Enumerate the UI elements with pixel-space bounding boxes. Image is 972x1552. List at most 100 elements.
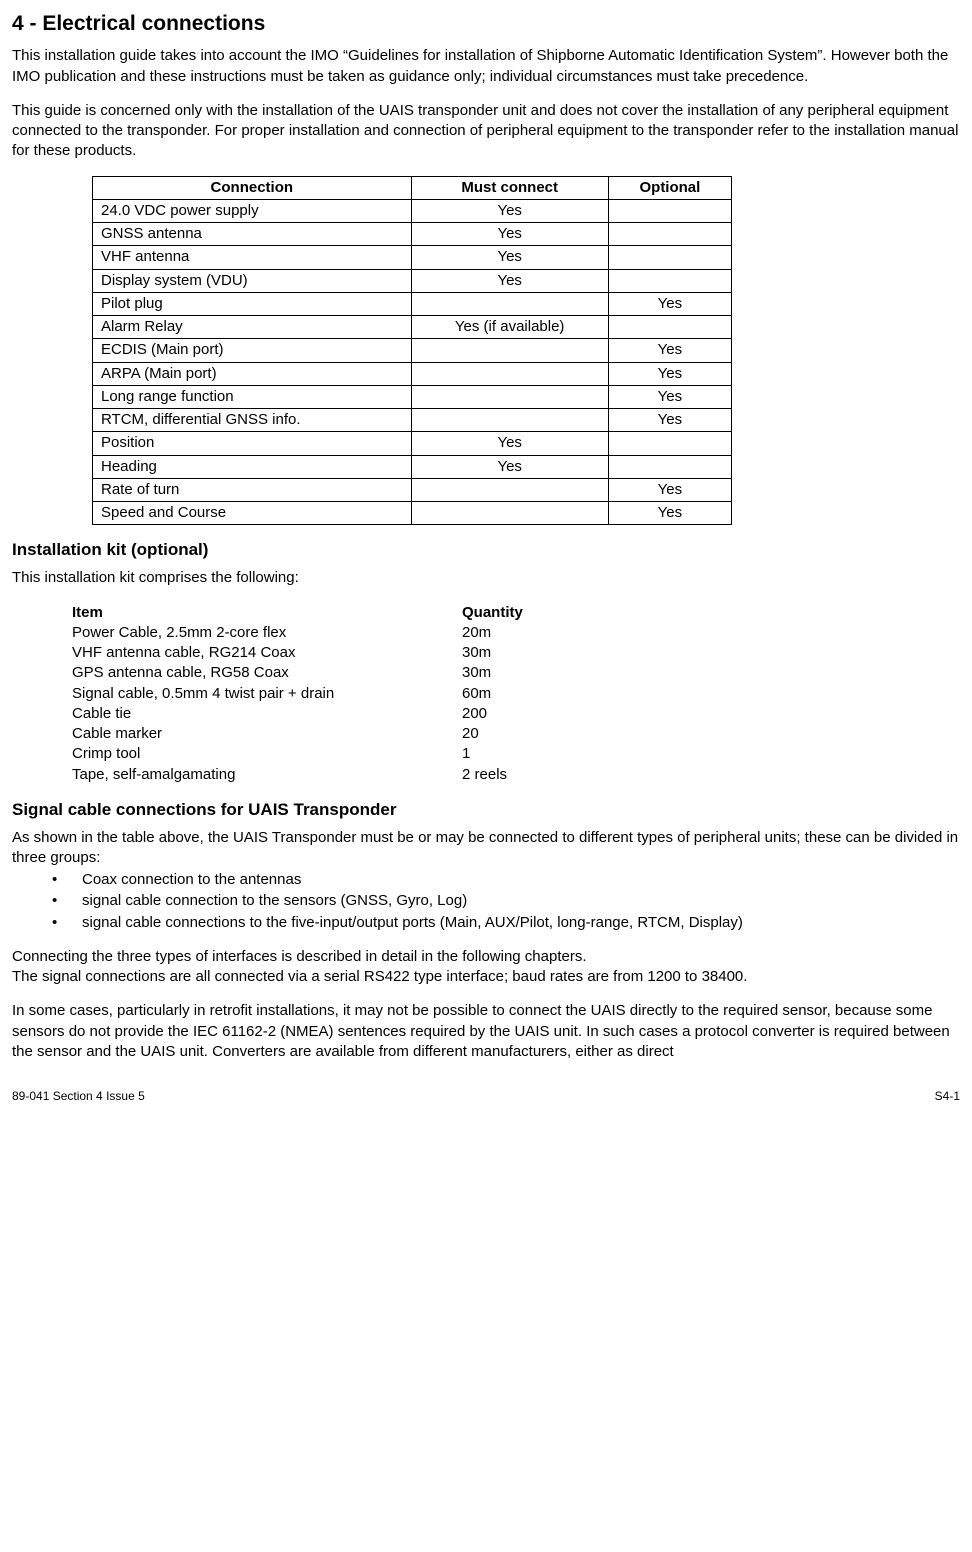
table-header-optional: Optional — [608, 176, 731, 199]
kit-list: Item Quantity Power Cable, 2.5mm 2-core … — [72, 603, 960, 785]
footer-left: 89-041 Section 4 Issue 5 — [12, 1088, 145, 1104]
table-row: PositionYes — [93, 432, 732, 455]
table-cell: Yes — [411, 269, 608, 292]
signal-heading: Signal cable connections for UAIS Transp… — [12, 799, 960, 822]
page-footer: 89-041 Section 4 Issue 5 S4-1 — [12, 1088, 960, 1104]
signal-paragraph-2: Connecting the three types of interfaces… — [12, 947, 960, 988]
page-title: 4 - Electrical connections — [12, 10, 960, 38]
table-cell: RTCM, differential GNSS info. — [93, 409, 412, 432]
table-cell: Yes — [608, 502, 731, 525]
kit-intro: This installation kit comprises the foll… — [12, 568, 960, 588]
table-cell — [411, 385, 608, 408]
table-cell: Position — [93, 432, 412, 455]
footer-right: S4-1 — [935, 1088, 960, 1104]
table-cell: Yes — [608, 292, 731, 315]
kit-item-qty: 20m — [462, 623, 612, 643]
table-row: HeadingYes — [93, 455, 732, 478]
intro-paragraph-1: This installation guide takes into accou… — [12, 46, 960, 87]
table-cell — [411, 478, 608, 501]
bullet-item: signal cable connection to the sensors (… — [52, 891, 960, 911]
list-item: VHF antenna cable, RG214 Coax30m — [72, 643, 960, 663]
table-row: Speed and Course Yes — [93, 502, 732, 525]
table-cell: ARPA (Main port) — [93, 362, 412, 385]
table-cell: Yes — [411, 223, 608, 246]
table-row: Rate of turn Yes — [93, 478, 732, 501]
kit-item-qty: 20 — [462, 724, 612, 744]
kit-item-name: Signal cable, 0.5mm 4 twist pair + drain — [72, 684, 462, 704]
table-cell: 24.0 VDC power supply — [93, 199, 412, 222]
table-cell: Heading — [93, 455, 412, 478]
kit-item-name: Cable marker — [72, 724, 462, 744]
table-row: Pilot plug Yes — [93, 292, 732, 315]
list-item: Power Cable, 2.5mm 2-core flex20m — [72, 623, 960, 643]
table-cell: VHF antenna — [93, 246, 412, 269]
table-row: Alarm RelayYes (if available) — [93, 316, 732, 339]
signal-bullets: Coax connection to the antennassignal ca… — [52, 870, 960, 933]
table-cell — [411, 362, 608, 385]
kit-item-qty: 30m — [462, 643, 612, 663]
kit-item-qty: 200 — [462, 704, 612, 724]
table-row: Display system (VDU)Yes — [93, 269, 732, 292]
table-cell — [608, 269, 731, 292]
table-row: RTCM, differential GNSS info. Yes — [93, 409, 732, 432]
table-row: ARPA (Main port) Yes — [93, 362, 732, 385]
kit-heading: Installation kit (optional) — [12, 539, 960, 562]
table-cell: Yes — [608, 478, 731, 501]
table-cell: Yes — [411, 455, 608, 478]
list-item: Tape, self-amalgamating2 reels — [72, 765, 960, 785]
table-cell: Display system (VDU) — [93, 269, 412, 292]
table-cell: Speed and Course — [93, 502, 412, 525]
table-cell — [411, 339, 608, 362]
table-cell — [608, 316, 731, 339]
table-row: Long range function Yes — [93, 385, 732, 408]
kit-item-name: Crimp tool — [72, 744, 462, 764]
table-cell — [411, 292, 608, 315]
kit-item-qty: 60m — [462, 684, 612, 704]
list-item: Cable tie200 — [72, 704, 960, 724]
intro-paragraph-2: This guide is concerned only with the in… — [12, 101, 960, 162]
kit-item-name: GPS antenna cable, RG58 Coax — [72, 663, 462, 683]
table-cell — [608, 246, 731, 269]
kit-item-name: Tape, self-amalgamating — [72, 765, 462, 785]
table-cell — [608, 223, 731, 246]
kit-item-qty: 1 — [462, 744, 612, 764]
list-item: Signal cable, 0.5mm 4 twist pair + drain… — [72, 684, 960, 704]
table-cell: Pilot plug — [93, 292, 412, 315]
list-item: GPS antenna cable, RG58 Coax30m — [72, 663, 960, 683]
signal-intro: As shown in the table above, the UAIS Tr… — [12, 828, 960, 869]
table-cell — [608, 455, 731, 478]
table-cell: Yes (if available) — [411, 316, 608, 339]
table-cell: Yes — [608, 339, 731, 362]
table-cell: ECDIS (Main port) — [93, 339, 412, 362]
table-cell — [411, 409, 608, 432]
table-cell — [411, 502, 608, 525]
kit-item-name: VHF antenna cable, RG214 Coax — [72, 643, 462, 663]
table-cell: Long range function — [93, 385, 412, 408]
table-cell — [608, 432, 731, 455]
table-cell: Alarm Relay — [93, 316, 412, 339]
table-cell — [608, 199, 731, 222]
table-cell: Yes — [608, 409, 731, 432]
table-cell: Yes — [411, 199, 608, 222]
table-cell: Yes — [411, 246, 608, 269]
kit-item-name: Power Cable, 2.5mm 2-core flex — [72, 623, 462, 643]
connections-table: Connection Must connect Optional 24.0 VD… — [92, 176, 732, 526]
list-item: Crimp tool1 — [72, 744, 960, 764]
table-cell: Yes — [608, 362, 731, 385]
table-cell: Yes — [608, 385, 731, 408]
table-row: GNSS antennaYes — [93, 223, 732, 246]
bullet-item: signal cable connections to the five-inp… — [52, 913, 960, 933]
kit-item-qty: 2 reels — [462, 765, 612, 785]
table-cell: GNSS antenna — [93, 223, 412, 246]
table-cell: Yes — [411, 432, 608, 455]
table-row: ECDIS (Main port) Yes — [93, 339, 732, 362]
table-row: VHF antennaYes — [93, 246, 732, 269]
table-header-must-connect: Must connect — [411, 176, 608, 199]
table-row: 24.0 VDC power supplyYes — [93, 199, 732, 222]
list-item: Cable marker20 — [72, 724, 960, 744]
kit-header-item: Item — [72, 603, 462, 623]
bullet-item: Coax connection to the antennas — [52, 870, 960, 890]
kit-header-qty: Quantity — [462, 603, 612, 623]
table-header-connection: Connection — [93, 176, 412, 199]
table-cell: Rate of turn — [93, 478, 412, 501]
